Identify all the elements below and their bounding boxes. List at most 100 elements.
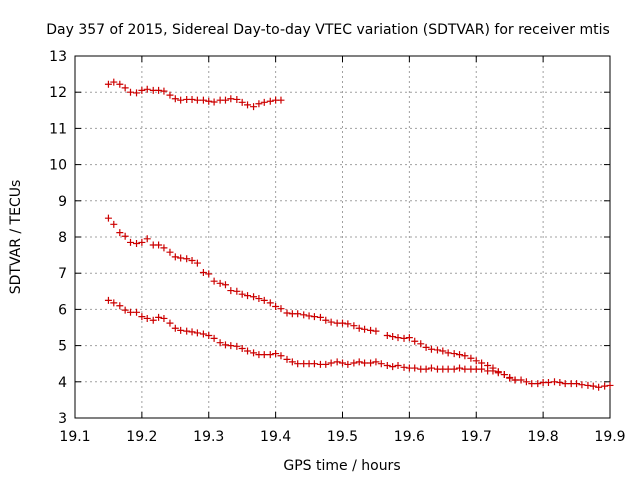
data-point-middle: [344, 320, 352, 328]
data-point-middle: [210, 277, 218, 285]
data-point-upper: [116, 80, 124, 88]
data-point-lower: [517, 376, 525, 384]
data-point-lower: [544, 379, 552, 387]
data-point-lower: [389, 363, 397, 371]
data-point-middle: [277, 305, 285, 313]
data-point-upper: [171, 95, 179, 103]
data-point-middle: [467, 354, 475, 362]
data-point-lower: [193, 329, 201, 337]
data-point-upper: [260, 98, 268, 106]
data-point-middle: [361, 325, 369, 333]
data-point-lower: [110, 299, 118, 307]
data-point-lower: [494, 369, 502, 377]
data-point-middle: [110, 220, 118, 228]
data-point-middle: [450, 350, 458, 358]
data-point-lower: [188, 328, 196, 336]
y-tick-label: 10: [49, 158, 67, 174]
data-point-middle: [367, 326, 375, 334]
y-tick-label: 8: [58, 230, 67, 246]
data-point-lower: [367, 359, 375, 367]
data-point-upper: [160, 87, 168, 95]
data-point-upper: [233, 95, 241, 103]
data-point-upper: [244, 101, 252, 109]
data-point-lower: [372, 358, 380, 366]
data-point-lower: [584, 381, 592, 389]
data-point-lower: [227, 342, 235, 350]
data-point-lower: [578, 381, 586, 389]
data-point-middle: [316, 313, 324, 321]
data-point-lower: [171, 324, 179, 332]
data-point-upper: [277, 96, 285, 104]
data-point-lower: [277, 352, 285, 360]
data-point-middle: [283, 309, 291, 317]
data-point-middle: [405, 334, 413, 342]
data-point-middle: [272, 303, 280, 311]
data-point-lower: [589, 382, 597, 390]
data-point-middle: [227, 287, 235, 295]
data-point-upper: [143, 85, 151, 93]
data-point-lower: [260, 351, 268, 359]
y-tick-label: 13: [49, 49, 67, 65]
data-point-middle: [205, 270, 213, 278]
y-tick-label: 4: [58, 375, 67, 391]
data-point-upper: [121, 84, 129, 92]
data-point-middle: [389, 333, 397, 341]
data-point-lower: [166, 319, 174, 327]
data-point-lower: [233, 342, 241, 350]
data-point-lower: [244, 347, 252, 355]
data-point-middle: [310, 313, 318, 321]
data-point-lower: [322, 360, 330, 368]
data-point-lower: [205, 331, 213, 339]
data-point-middle: [339, 319, 346, 327]
data-point-lower: [333, 358, 341, 366]
data-point-lower: [450, 365, 458, 373]
data-point-lower: [294, 360, 302, 368]
data-point-middle: [244, 292, 252, 300]
data-point-upper: [188, 95, 196, 103]
data-point-middle: [433, 346, 441, 354]
data-point-middle: [372, 327, 380, 335]
grid: [75, 56, 610, 418]
data-point-middle: [472, 357, 480, 365]
data-point-upper: [266, 97, 274, 105]
data-point-upper: [138, 86, 146, 94]
data-point-middle: [439, 347, 447, 355]
data-point-middle: [188, 257, 196, 265]
chart-title: Day 357 of 2015, Sidereal Day-to-day VTE…: [46, 22, 610, 38]
data-point-lower: [556, 379, 564, 387]
data-point-lower: [461, 365, 469, 373]
data-point-lower: [456, 364, 464, 372]
data-point-upper: [205, 97, 213, 105]
data-point-middle: [266, 299, 274, 307]
data-point-middle: [221, 281, 229, 289]
x-tick-label: 19.4: [260, 429, 291, 445]
data-point-middle: [456, 351, 464, 359]
data-point-middle: [233, 287, 241, 295]
data-point-lower: [606, 381, 614, 389]
data-point-lower: [500, 371, 508, 379]
data-point-middle: [133, 240, 141, 248]
data-point-middle: [238, 290, 246, 298]
data-point-lower: [160, 314, 168, 322]
data-point-middle: [400, 334, 408, 342]
axis-ticks: 19.1 19.2 19.3 19.4 19.5 19.6 19.7 19.8 19.9 3 4 5 6…: [49, 49, 625, 445]
data-point-lower: [478, 365, 486, 373]
data-point-lower: [250, 349, 258, 357]
data-point-lower: [133, 308, 141, 316]
data-point-lower: [116, 302, 124, 310]
data-point-lower: [143, 314, 151, 322]
data-marks: [104, 78, 614, 391]
data-point-upper: [227, 95, 235, 103]
data-point-lower: [149, 316, 157, 324]
data-point-middle: [104, 214, 112, 222]
data-point-middle: [427, 345, 435, 353]
data-point-upper: [177, 96, 185, 104]
data-point-lower: [238, 344, 246, 352]
data-point-lower: [272, 350, 280, 358]
data-point-lower: [422, 365, 430, 373]
data-point-lower: [283, 355, 291, 363]
data-point-upper: [133, 89, 141, 97]
data-point-middle: [138, 238, 146, 246]
x-tick-label: 19.3: [193, 429, 224, 445]
data-point-lower: [361, 359, 369, 367]
